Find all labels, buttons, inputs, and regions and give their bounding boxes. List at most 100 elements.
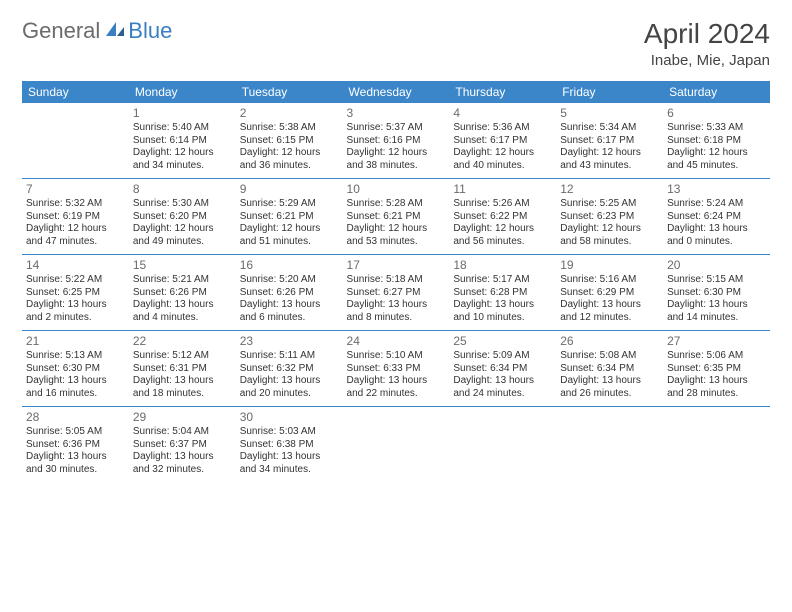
sunrise-line: Sunrise: 5:03 AM [240, 426, 339, 439]
sunset-line: Sunset: 6:33 PM [347, 363, 446, 376]
day-cell [343, 407, 450, 483]
day-cell: 25Sunrise: 5:09 AMSunset: 6:34 PMDayligh… [449, 331, 556, 407]
day-number: 5 [560, 106, 659, 121]
sunrise-line: Sunrise: 5:21 AM [133, 274, 232, 287]
daylight-line: Daylight: 13 hours and 26 minutes. [560, 375, 659, 400]
day-cell: 30Sunrise: 5:03 AMSunset: 6:38 PMDayligh… [236, 407, 343, 483]
sunset-line: Sunset: 6:34 PM [453, 363, 552, 376]
sunrise-line: Sunrise: 5:10 AM [347, 350, 446, 363]
sunset-line: Sunset: 6:18 PM [667, 135, 766, 148]
sunset-line: Sunset: 6:26 PM [240, 287, 339, 300]
day-cell: 1Sunrise: 5:40 AMSunset: 6:14 PMDaylight… [129, 103, 236, 179]
header-monday: Monday [129, 81, 236, 103]
sunset-line: Sunset: 6:15 PM [240, 135, 339, 148]
day-cell: 7Sunrise: 5:32 AMSunset: 6:19 PMDaylight… [22, 179, 129, 255]
day-number: 3 [347, 106, 446, 121]
sunset-line: Sunset: 6:20 PM [133, 211, 232, 224]
day-number: 15 [133, 258, 232, 273]
day-number: 27 [667, 334, 766, 349]
sunset-line: Sunset: 6:28 PM [453, 287, 552, 300]
daylight-line: Daylight: 13 hours and 4 minutes. [133, 299, 232, 324]
day-number: 9 [240, 182, 339, 197]
daylight-line: Daylight: 12 hours and 47 minutes. [26, 223, 125, 248]
daylight-line: Daylight: 13 hours and 6 minutes. [240, 299, 339, 324]
sunrise-line: Sunrise: 5:25 AM [560, 198, 659, 211]
sunrise-line: Sunrise: 5:08 AM [560, 350, 659, 363]
daylight-line: Daylight: 12 hours and 36 minutes. [240, 147, 339, 172]
sunrise-line: Sunrise: 5:16 AM [560, 274, 659, 287]
sunset-line: Sunset: 6:35 PM [667, 363, 766, 376]
sunrise-line: Sunrise: 5:30 AM [133, 198, 232, 211]
sunrise-line: Sunrise: 5:34 AM [560, 122, 659, 135]
daylight-line: Daylight: 13 hours and 8 minutes. [347, 299, 446, 324]
day-cell: 28Sunrise: 5:05 AMSunset: 6:36 PMDayligh… [22, 407, 129, 483]
sunrise-line: Sunrise: 5:06 AM [667, 350, 766, 363]
day-number: 26 [560, 334, 659, 349]
logo-sail-icon [104, 20, 126, 43]
day-number: 24 [347, 334, 446, 349]
logo-text-general: General [22, 18, 100, 44]
daylight-line: Daylight: 13 hours and 10 minutes. [453, 299, 552, 324]
daylight-line: Daylight: 12 hours and 34 minutes. [133, 147, 232, 172]
day-number: 14 [26, 258, 125, 273]
logo: General Blue [22, 18, 172, 44]
daylight-line: Daylight: 13 hours and 34 minutes. [240, 451, 339, 476]
day-number: 13 [667, 182, 766, 197]
day-number: 12 [560, 182, 659, 197]
sunrise-line: Sunrise: 5:17 AM [453, 274, 552, 287]
day-number: 6 [667, 106, 766, 121]
sunset-line: Sunset: 6:19 PM [26, 211, 125, 224]
day-number: 4 [453, 106, 552, 121]
month-title: April 2024 [644, 18, 770, 50]
day-cell: 19Sunrise: 5:16 AMSunset: 6:29 PMDayligh… [556, 255, 663, 331]
day-cell: 17Sunrise: 5:18 AMSunset: 6:27 PMDayligh… [343, 255, 450, 331]
daylight-line: Daylight: 12 hours and 45 minutes. [667, 147, 766, 172]
header-tuesday: Tuesday [236, 81, 343, 103]
header-sunday: Sunday [22, 81, 129, 103]
sunset-line: Sunset: 6:21 PM [347, 211, 446, 224]
sunset-line: Sunset: 6:23 PM [560, 211, 659, 224]
title-block: April 2024 Inabe, Mie, Japan [644, 18, 770, 69]
day-number: 8 [133, 182, 232, 197]
day-cell: 10Sunrise: 5:28 AMSunset: 6:21 PMDayligh… [343, 179, 450, 255]
daylight-line: Daylight: 12 hours and 38 minutes. [347, 147, 446, 172]
day-number: 22 [133, 334, 232, 349]
day-cell: 26Sunrise: 5:08 AMSunset: 6:34 PMDayligh… [556, 331, 663, 407]
sunrise-line: Sunrise: 5:29 AM [240, 198, 339, 211]
sunrise-line: Sunrise: 5:26 AM [453, 198, 552, 211]
day-cell [556, 407, 663, 483]
day-cell: 2Sunrise: 5:38 AMSunset: 6:15 PMDaylight… [236, 103, 343, 179]
sunrise-line: Sunrise: 5:33 AM [667, 122, 766, 135]
day-number: 16 [240, 258, 339, 273]
daylight-line: Daylight: 12 hours and 43 minutes. [560, 147, 659, 172]
sunset-line: Sunset: 6:30 PM [667, 287, 766, 300]
sunset-line: Sunset: 6:36 PM [26, 439, 125, 452]
daylight-line: Daylight: 13 hours and 20 minutes. [240, 375, 339, 400]
sunrise-line: Sunrise: 5:40 AM [133, 122, 232, 135]
sunset-line: Sunset: 6:29 PM [560, 287, 659, 300]
week-row: 1Sunrise: 5:40 AMSunset: 6:14 PMDaylight… [22, 103, 770, 179]
day-number: 17 [347, 258, 446, 273]
day-cell: 12Sunrise: 5:25 AMSunset: 6:23 PMDayligh… [556, 179, 663, 255]
day-cell: 6Sunrise: 5:33 AMSunset: 6:18 PMDaylight… [663, 103, 770, 179]
day-cell: 16Sunrise: 5:20 AMSunset: 6:26 PMDayligh… [236, 255, 343, 331]
location: Inabe, Mie, Japan [644, 52, 770, 69]
daylight-line: Daylight: 13 hours and 18 minutes. [133, 375, 232, 400]
header-saturday: Saturday [663, 81, 770, 103]
header-friday: Friday [556, 81, 663, 103]
week-row: 28Sunrise: 5:05 AMSunset: 6:36 PMDayligh… [22, 407, 770, 483]
day-cell [449, 407, 556, 483]
sunset-line: Sunset: 6:24 PM [667, 211, 766, 224]
day-number: 30 [240, 410, 339, 425]
sunset-line: Sunset: 6:17 PM [453, 135, 552, 148]
daylight-line: Daylight: 12 hours and 49 minutes. [133, 223, 232, 248]
day-number: 7 [26, 182, 125, 197]
day-header-row: Sunday Monday Tuesday Wednesday Thursday… [22, 81, 770, 103]
day-cell: 8Sunrise: 5:30 AMSunset: 6:20 PMDaylight… [129, 179, 236, 255]
sunset-line: Sunset: 6:26 PM [133, 287, 232, 300]
day-number: 18 [453, 258, 552, 273]
day-cell: 3Sunrise: 5:37 AMSunset: 6:16 PMDaylight… [343, 103, 450, 179]
daylight-line: Daylight: 13 hours and 24 minutes. [453, 375, 552, 400]
sunrise-line: Sunrise: 5:05 AM [26, 426, 125, 439]
header-wednesday: Wednesday [343, 81, 450, 103]
